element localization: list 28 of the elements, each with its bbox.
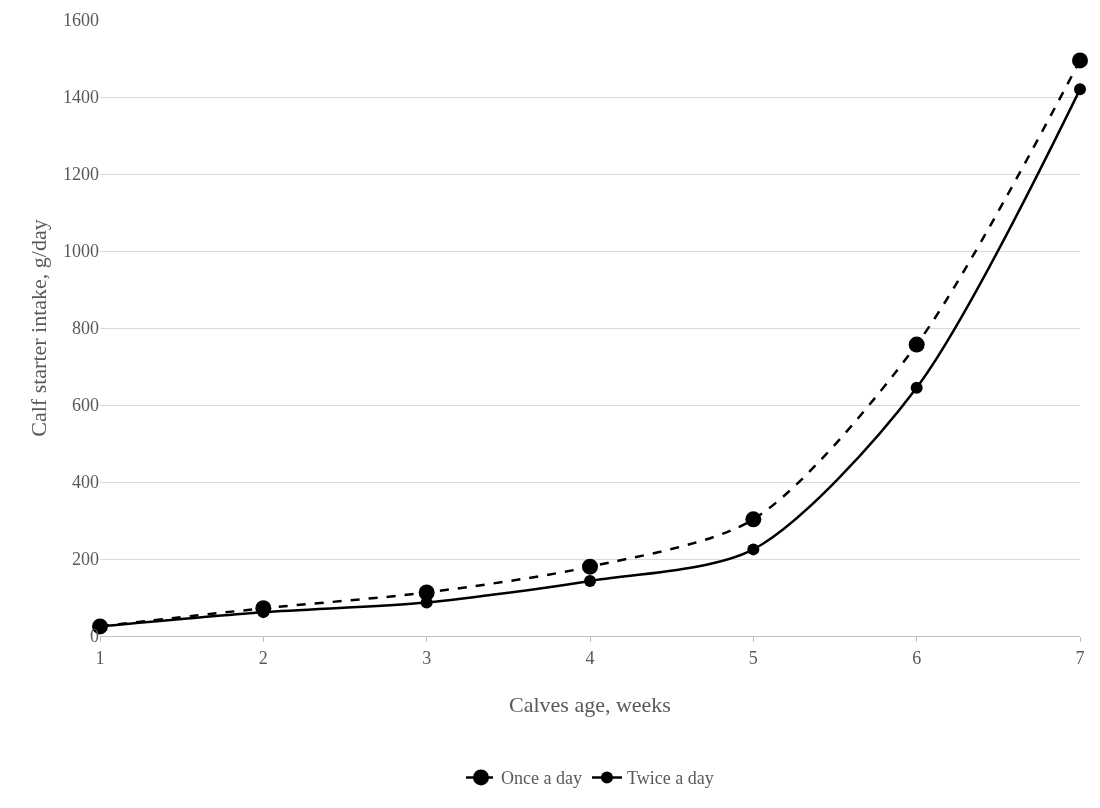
point [584, 574, 596, 587]
x-axis-title: Calves age, weeks [509, 692, 671, 717]
point [1072, 52, 1088, 69]
point [1074, 83, 1086, 96]
legend-label: Once a day [501, 768, 582, 789]
y-tick-label: 1200 [63, 164, 99, 185]
x-tick-label: 2 [258, 647, 268, 668]
y-tick-label: 1600 [63, 10, 99, 31]
x-tick-label: 4 [585, 647, 595, 668]
x-tick-label: 1 [95, 647, 105, 668]
y-tick-label: 600 [72, 395, 99, 416]
point [747, 543, 760, 556]
y-tick-label: 800 [72, 318, 99, 339]
x-tick-label: 6 [912, 647, 922, 668]
point [910, 381, 923, 394]
x-tick-label: 7 [1075, 647, 1085, 668]
y-axis-title: Calf starter intake, g/day [26, 219, 51, 437]
point [582, 558, 598, 575]
legend-label: Twice a day [626, 768, 714, 789]
y-tick-label: 200 [72, 549, 99, 570]
y-tick-label: 400 [72, 472, 99, 493]
point [908, 336, 925, 353]
y-tick-label: 1000 [63, 241, 99, 262]
point [745, 511, 762, 528]
y-tick-label: 1400 [63, 87, 99, 108]
x-tick-label: 3 [422, 647, 432, 668]
x-tick-label: 5 [748, 647, 758, 668]
y-tick-label: 0 [90, 626, 99, 647]
